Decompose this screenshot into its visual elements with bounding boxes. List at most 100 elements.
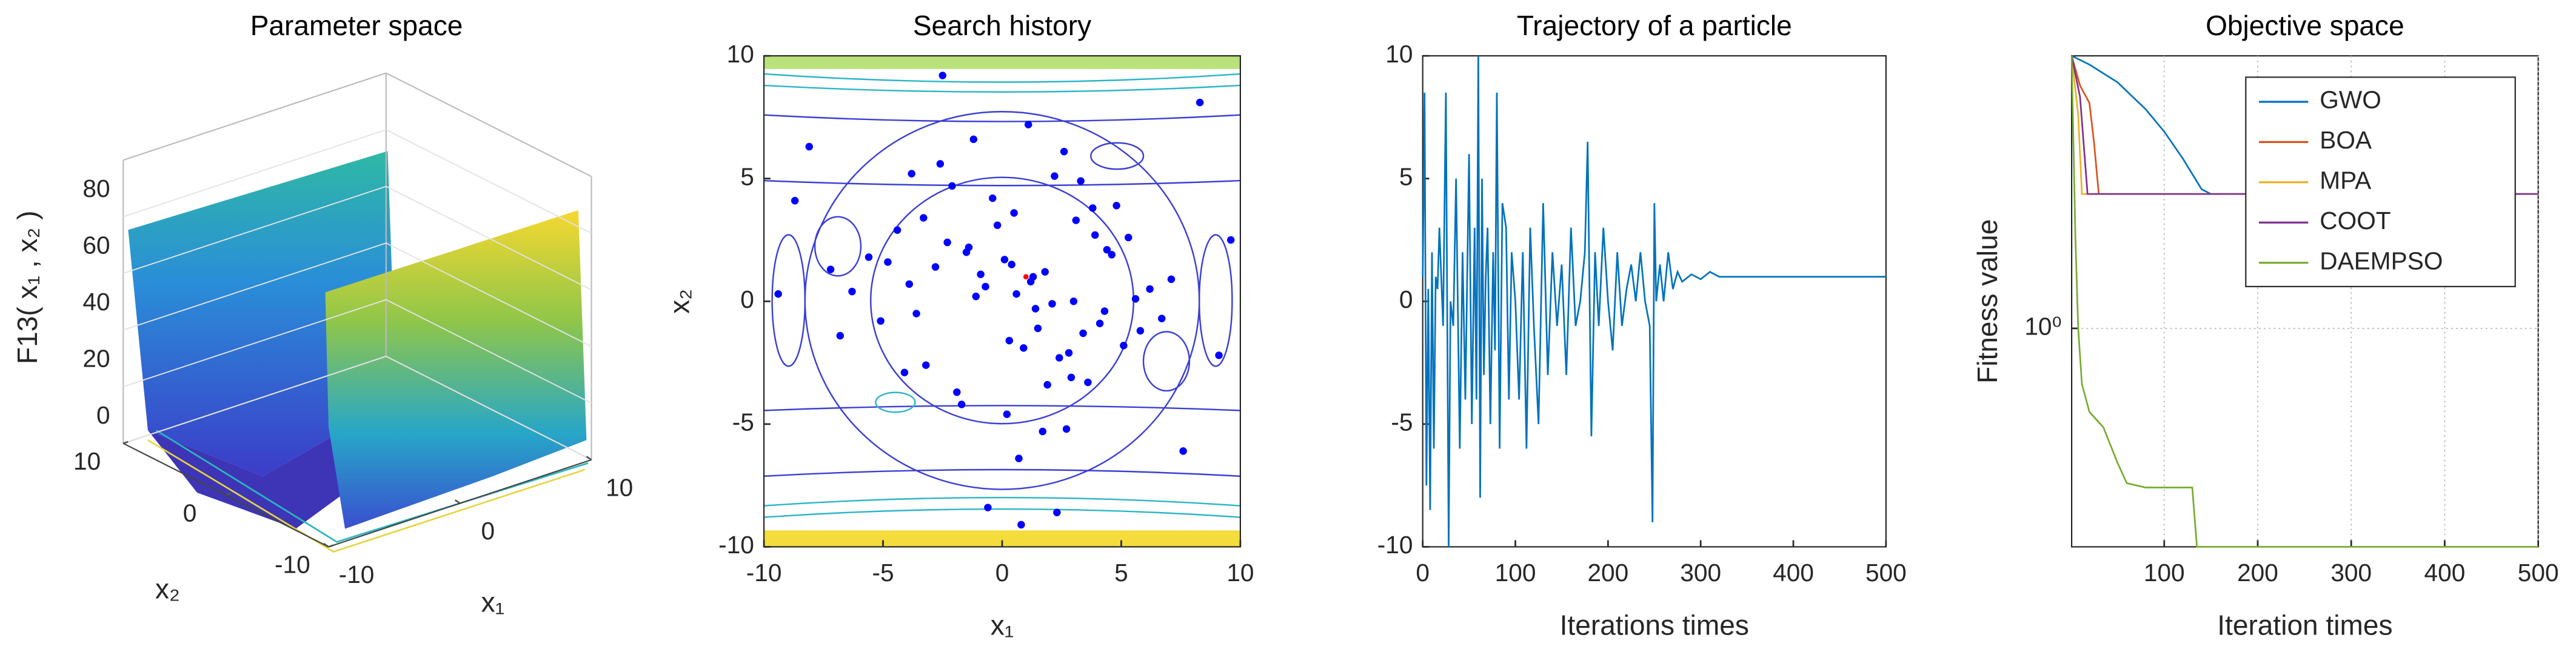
- x-tick-label: 500: [2518, 559, 2559, 587]
- scatter-point: [1215, 351, 1223, 359]
- scatter-point: [962, 248, 971, 256]
- axis-box: [386, 72, 592, 178]
- x-tick-label: -5: [872, 559, 894, 587]
- scatter-point: [1023, 274, 1029, 280]
- contour-line: [1142, 331, 1191, 392]
- x-tick-label: 0: [481, 517, 495, 545]
- scatter-point: [912, 310, 920, 318]
- y-tick-label: 10: [1385, 40, 1413, 68]
- x-tick-label: 0: [1416, 559, 1430, 587]
- scatter-point: [893, 226, 902, 235]
- y-tick-label: 5: [1399, 162, 1413, 190]
- scatter-point: [877, 317, 885, 325]
- x-tick-label: 5: [1114, 559, 1128, 587]
- x-tick-label: 10: [1226, 559, 1254, 587]
- legend-label: DAEMPSO: [2320, 247, 2443, 275]
- x-tick: [454, 499, 461, 504]
- z-tick-label: 20: [82, 345, 110, 373]
- surface: [128, 151, 589, 553]
- y-tick-label: 0: [183, 499, 197, 527]
- scatter-point: [1136, 327, 1145, 335]
- scatter-point: [1084, 378, 1092, 387]
- scatter-point: [905, 280, 913, 288]
- y-tick-label: -10: [275, 551, 310, 579]
- scatter-point: [1077, 177, 1085, 185]
- scatter-point: [1100, 307, 1109, 315]
- scatter-point: [1041, 268, 1049, 276]
- contour-line: [804, 111, 1200, 490]
- scatter-point: [1167, 275, 1176, 284]
- scatter-point: [1079, 329, 1087, 338]
- scatter-point: [982, 282, 989, 291]
- contour-line: [875, 391, 916, 413]
- scatter-point: [836, 331, 845, 340]
- scatter-point: [1120, 341, 1128, 350]
- x-tick-label: 200: [1587, 559, 1628, 587]
- scatter-point: [1055, 354, 1063, 362]
- scatter-point: [1226, 236, 1235, 244]
- z-grid-line: [122, 129, 592, 234]
- legend-label: COOT: [2320, 207, 2390, 235]
- x-tick-label: 500: [1865, 559, 1907, 587]
- scatter-point: [1158, 315, 1166, 322]
- contours: [764, 56, 1240, 547]
- scatter-point: [948, 182, 956, 190]
- scatter-point: [972, 292, 980, 301]
- scatter-point: [1003, 410, 1011, 418]
- chart-title: Search history: [913, 10, 1091, 41]
- y-tick-label: 10: [73, 447, 101, 475]
- scatter-point: [884, 258, 892, 266]
- y-tick-label: 5: [740, 162, 754, 190]
- scatter-point: [1072, 216, 1080, 224]
- x-tick-label: 10: [606, 473, 633, 501]
- scatter-point: [969, 135, 978, 144]
- axis-box: [122, 72, 387, 161]
- scatter-point: [1005, 336, 1014, 345]
- scatter-point: [1043, 381, 1051, 389]
- x-axis-label: x₁: [991, 609, 1014, 641]
- floor-contour: [147, 439, 586, 553]
- floor-contour: [155, 429, 589, 543]
- chart-title: Objective space: [2206, 10, 2404, 41]
- scatter-point: [1031, 305, 1040, 313]
- y-axis-label: x₂: [155, 573, 180, 605]
- scatter-point: [1146, 285, 1154, 293]
- scatter-point: [931, 263, 940, 271]
- scatter-point: [1196, 98, 1204, 107]
- contour-line: [764, 114, 1240, 478]
- y-tick-label: -10: [718, 531, 754, 559]
- z-tick-label: 60: [82, 231, 110, 259]
- y-tick-label: -5: [732, 408, 754, 436]
- y-axis-label: Fitness value: [1972, 219, 2003, 384]
- scatter-point: [977, 270, 985, 278]
- scatter-point: [1096, 319, 1104, 327]
- scatter-point: [936, 160, 945, 168]
- scatter-point: [1108, 251, 1116, 259]
- scatter-point: [938, 72, 946, 79]
- scatter-point: [993, 221, 1002, 229]
- scatter-point: [1000, 256, 1009, 264]
- x-tick-label: -10: [339, 561, 375, 588]
- scatter-point: [1069, 298, 1078, 305]
- scatter-point: [1020, 344, 1028, 352]
- contour-line: [1090, 142, 1145, 170]
- x-tick-label: 300: [1680, 559, 1721, 587]
- legend-label: GWO: [2320, 86, 2381, 114]
- series-line: [2071, 55, 2538, 195]
- scatter-point: [1048, 300, 1056, 308]
- contour-line: [771, 234, 806, 367]
- contour-line: [869, 176, 1134, 425]
- y-tick-label: 0: [1399, 285, 1413, 313]
- contour-line: [814, 216, 862, 277]
- scatter-point: [826, 265, 835, 273]
- z-grid-line: [122, 185, 592, 291]
- scatter-point: [984, 504, 992, 511]
- scatter-point: [1089, 204, 1097, 212]
- scatter-point: [1131, 295, 1140, 303]
- legend-label: BOA: [2320, 126, 2372, 154]
- contour-line: [1198, 234, 1233, 367]
- z-tick-label: 40: [82, 288, 110, 316]
- scatter-point: [1015, 454, 1023, 462]
- scatter-point: [908, 170, 915, 178]
